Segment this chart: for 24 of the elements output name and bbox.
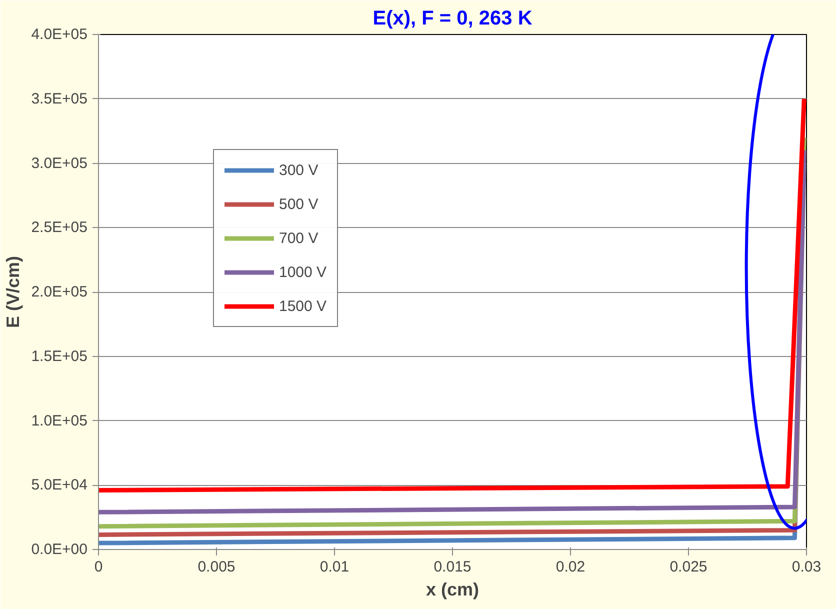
y-tick-label: 1.0E+05 — [31, 412, 88, 430]
y-tick-label: 3.0E+05 — [31, 154, 88, 172]
x-tick-label: 0.015 — [434, 558, 472, 576]
legend-label: 1500 V — [279, 298, 327, 314]
y-tick-label: 2.5E+05 — [31, 219, 88, 236]
y-tick-label: 2.0E+05 — [31, 284, 88, 300]
y-tick-label: 0.0E+00 — [31, 541, 88, 558]
x-tick-label: 0.01 — [320, 558, 350, 576]
y-axis-title: E (V/cm) — [3, 256, 24, 328]
chart-title: E(x), F = 0, 263 K — [372, 8, 533, 30]
legend-label: 500 V — [279, 196, 318, 212]
legend-label: 700 V — [279, 230, 318, 246]
y-tick-label: 3.5E+05 — [31, 90, 88, 108]
x-tick-label: 0.03 — [792, 558, 822, 576]
x-tick-label: 0.025 — [670, 558, 708, 576]
legend-label: 1000 V — [279, 264, 327, 280]
x-axis-title: x (cm) — [426, 580, 480, 600]
y-tick-label: 5.0E+04 — [31, 476, 88, 494]
x-tick-label: 0.02 — [556, 558, 586, 576]
y-tick-label: 4.0E+05 — [31, 26, 88, 43]
y-tick-label: 1.5E+05 — [31, 348, 88, 365]
x-tick-label: 0.005 — [198, 558, 236, 576]
x-tick-label: 0 — [94, 558, 103, 576]
legend-label: 300 V — [279, 162, 318, 178]
